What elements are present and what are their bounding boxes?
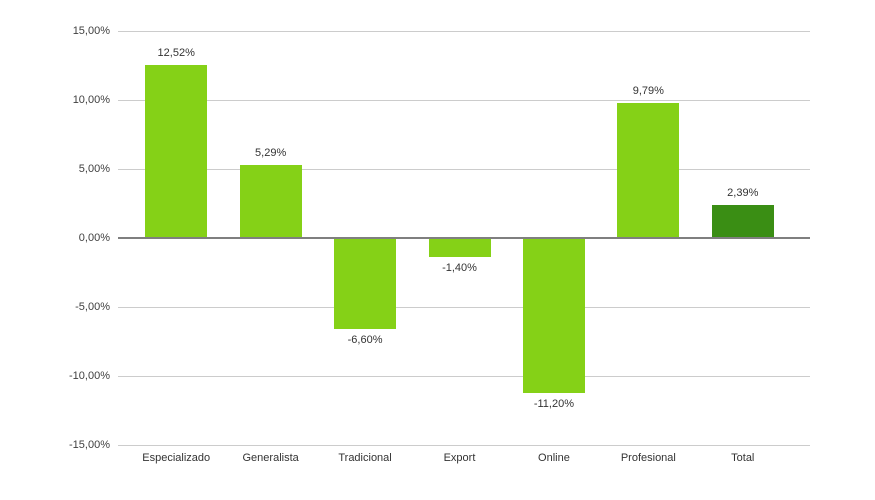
- x-axis-label-profesional: Profesional: [620, 452, 676, 464]
- bar-especializado[interactable]: [145, 65, 208, 238]
- y-axis-tick-label: 10,00%: [72, 94, 110, 106]
- x-axis-label-tradicional: Tradicional: [338, 452, 392, 464]
- x-axis-label-export: Export: [443, 452, 476, 464]
- y-axis-tick-label: 5,00%: [78, 163, 110, 175]
- y-axis-tick-label: -5,00%: [75, 301, 110, 313]
- gridline: [118, 100, 810, 101]
- value-label-especializado: 12,52%: [157, 47, 195, 60]
- x-axis-label-especializado: Especializado: [142, 452, 211, 464]
- gridline: [118, 445, 810, 446]
- bar-online[interactable]: [522, 238, 585, 393]
- x-axis-label-total: Total: [731, 452, 755, 464]
- bar-total[interactable]: [711, 205, 774, 238]
- bar-profesional[interactable]: [617, 102, 680, 238]
- gridline: [118, 307, 810, 308]
- value-label-online: -11,20%: [533, 397, 574, 410]
- y-axis-tick-label: -15,00%: [69, 439, 110, 451]
- value-label-export: -1,40%: [442, 262, 477, 275]
- bar-export[interactable]: [428, 238, 491, 258]
- y-axis-tick-label: 15,00%: [72, 25, 110, 37]
- gridline: [118, 376, 810, 377]
- gridline: [118, 31, 810, 32]
- gridline: [118, 169, 810, 170]
- bar-generalista[interactable]: [239, 164, 302, 238]
- y-axis-tick-label: 0,00%: [78, 232, 110, 244]
- value-label-profesional: 9,79%: [632, 84, 664, 97]
- zero-axis-line: [118, 237, 810, 239]
- value-label-generalista: 5,29%: [255, 146, 287, 159]
- x-axis-label-generalista: Generalista: [242, 452, 299, 464]
- bar-tradicional[interactable]: [334, 238, 397, 330]
- value-label-tradicional: -6,60%: [347, 334, 383, 347]
- y-axis-tick-label: -10,00%: [69, 370, 110, 382]
- x-axis-label-online: Online: [538, 452, 570, 464]
- value-label-total: 2,39%: [727, 187, 759, 200]
